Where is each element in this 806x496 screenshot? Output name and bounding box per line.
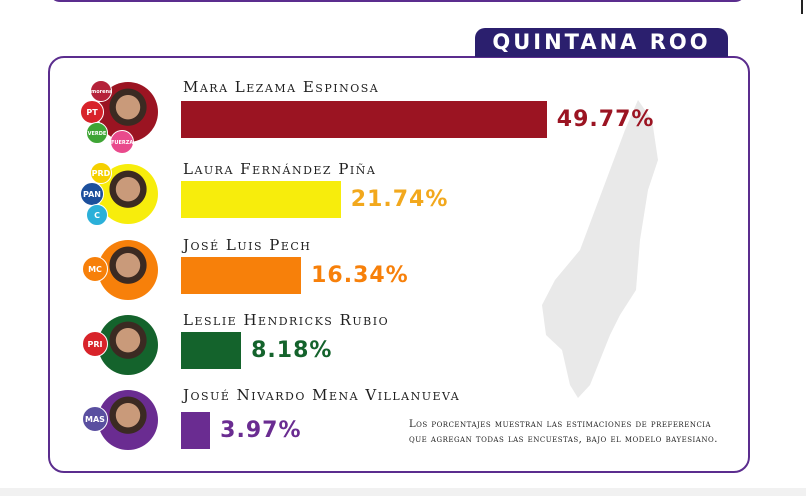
party-logo: C [86, 204, 108, 226]
region-title: QUINTANA ROO [475, 28, 728, 57]
vote-bar [181, 412, 211, 449]
candidate-name: Leslie Hendricks Rubio [183, 311, 390, 329]
candidate-avatar-group: PRI [78, 313, 178, 393]
party-logo: PAN [80, 182, 104, 206]
edge-mark [801, 0, 803, 14]
party-logo: PRI [82, 331, 108, 357]
vote-bar [181, 181, 341, 218]
methodology-note: Los porcentajes muestran las estimacione… [409, 417, 739, 447]
candidate-name: Josué Nivardo Mena Villanueva [183, 386, 461, 404]
bottom-strip [0, 488, 806, 496]
party-logo: MC [82, 256, 108, 282]
percentage-label: 21.74% [350, 187, 449, 212]
candidate-name: Laura Fernández Piña [183, 160, 377, 178]
candidate-photo [98, 315, 158, 375]
party-logo: morena [90, 80, 112, 102]
party-logo: FUERZA MÉXICO [110, 130, 134, 170]
percentage-label: 3.97% [220, 418, 302, 443]
note-line-1: Los porcentajes muestran las estimacione… [409, 419, 712, 430]
percentage-label: 16.34% [311, 263, 409, 288]
candidate-avatar-group: MC [78, 238, 178, 318]
note-line-2: que agregan todas las encuestas, bajo el… [409, 434, 718, 445]
percentage-label: 8.18% [251, 338, 333, 363]
candidate-avatar-group: PRD PAN C [78, 162, 178, 242]
previous-card-edge [49, 0, 746, 2]
vote-bar [181, 101, 547, 138]
party-logo: VERDE [86, 122, 108, 144]
vote-bar [181, 257, 302, 294]
candidate-name: Mara Lezama Espinosa [183, 78, 380, 96]
candidate-photo [98, 390, 158, 450]
candidate-avatar-group: MAS [78, 388, 178, 468]
quintana-roo-map-icon [542, 100, 658, 398]
party-logo: PT [80, 100, 104, 124]
vote-bar [181, 332, 242, 369]
percentage-label: 49.77% [556, 107, 655, 132]
party-logo: MAS [82, 406, 108, 432]
candidate-name: José Luis Pech [183, 236, 312, 254]
party-logo: PRD [90, 162, 112, 184]
candidate-photo [98, 240, 158, 300]
